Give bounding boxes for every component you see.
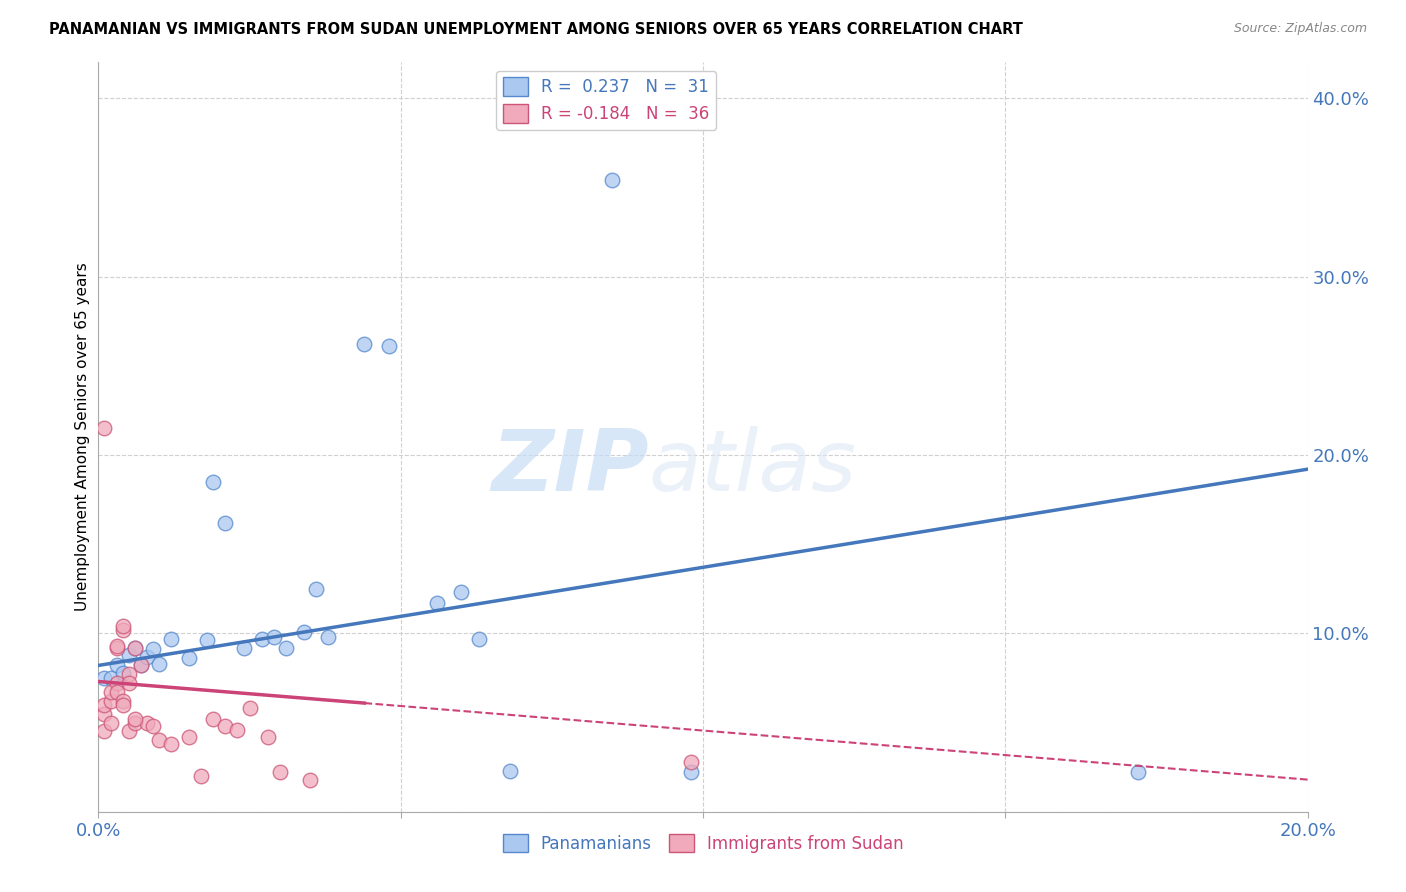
Point: [232, 640, 254, 655]
Point: [93, 724, 115, 739]
Point: [679, 755, 702, 769]
Point: [129, 658, 152, 673]
Point: [100, 671, 122, 685]
Point: [679, 765, 702, 780]
Point: [426, 596, 449, 610]
Text: Source: ZipAtlas.com: Source: ZipAtlas.com: [1233, 22, 1367, 36]
Point: [142, 642, 165, 657]
Point: [111, 619, 134, 633]
Point: [105, 639, 128, 653]
Point: [214, 516, 236, 530]
Point: [190, 769, 212, 783]
Point: [105, 676, 128, 690]
Point: [100, 715, 122, 730]
Legend: Panamanians, Immigrants from Sudan: Panamanians, Immigrants from Sudan: [496, 828, 910, 860]
Point: [105, 685, 128, 699]
Point: [214, 719, 236, 733]
Point: [93, 421, 115, 435]
Text: PANAMANIAN VS IMMIGRANTS FROM SUDAN UNEMPLOYMENT AMONG SENIORS OVER 65 YEARS COR: PANAMANIAN VS IMMIGRANTS FROM SUDAN UNEM…: [49, 22, 1024, 37]
Point: [111, 623, 134, 637]
Point: [316, 630, 339, 644]
Point: [202, 712, 225, 726]
Point: [93, 706, 115, 721]
Point: [263, 630, 285, 644]
Point: [179, 730, 201, 744]
Point: [299, 772, 322, 787]
Point: [202, 475, 225, 489]
Point: [118, 676, 141, 690]
Point: [226, 723, 249, 737]
Point: [1128, 765, 1150, 780]
Point: [105, 658, 128, 673]
Point: [450, 585, 472, 599]
Point: [498, 764, 520, 778]
Point: [195, 633, 218, 648]
Point: [179, 651, 201, 665]
Point: [353, 337, 375, 351]
Point: [160, 737, 183, 751]
Point: [100, 685, 122, 699]
Point: [111, 698, 134, 712]
Point: [305, 582, 328, 596]
Point: [124, 640, 146, 655]
Point: [160, 632, 183, 646]
Text: ZIP: ZIP: [491, 425, 648, 508]
Point: [292, 624, 315, 639]
Point: [118, 667, 141, 681]
Point: [93, 698, 115, 712]
Point: [111, 694, 134, 708]
Point: [129, 658, 152, 673]
Point: [135, 649, 157, 664]
Point: [93, 671, 115, 685]
Text: atlas: atlas: [648, 425, 856, 508]
Point: [250, 632, 273, 646]
Point: [269, 765, 291, 780]
Point: [148, 657, 170, 671]
Point: [377, 339, 399, 353]
Point: [124, 712, 146, 726]
Point: [105, 640, 128, 655]
Point: [468, 632, 491, 646]
Point: [124, 715, 146, 730]
Point: [602, 173, 624, 187]
Point: [100, 694, 122, 708]
Point: [111, 665, 134, 680]
Point: [124, 640, 146, 655]
Point: [118, 724, 141, 739]
Y-axis label: Unemployment Among Seniors over 65 years: Unemployment Among Seniors over 65 years: [75, 263, 90, 611]
Point: [239, 701, 262, 715]
Point: [274, 640, 297, 655]
Point: [118, 648, 141, 662]
Point: [135, 715, 157, 730]
Point: [256, 730, 278, 744]
Point: [142, 719, 165, 733]
Point: [148, 733, 170, 747]
